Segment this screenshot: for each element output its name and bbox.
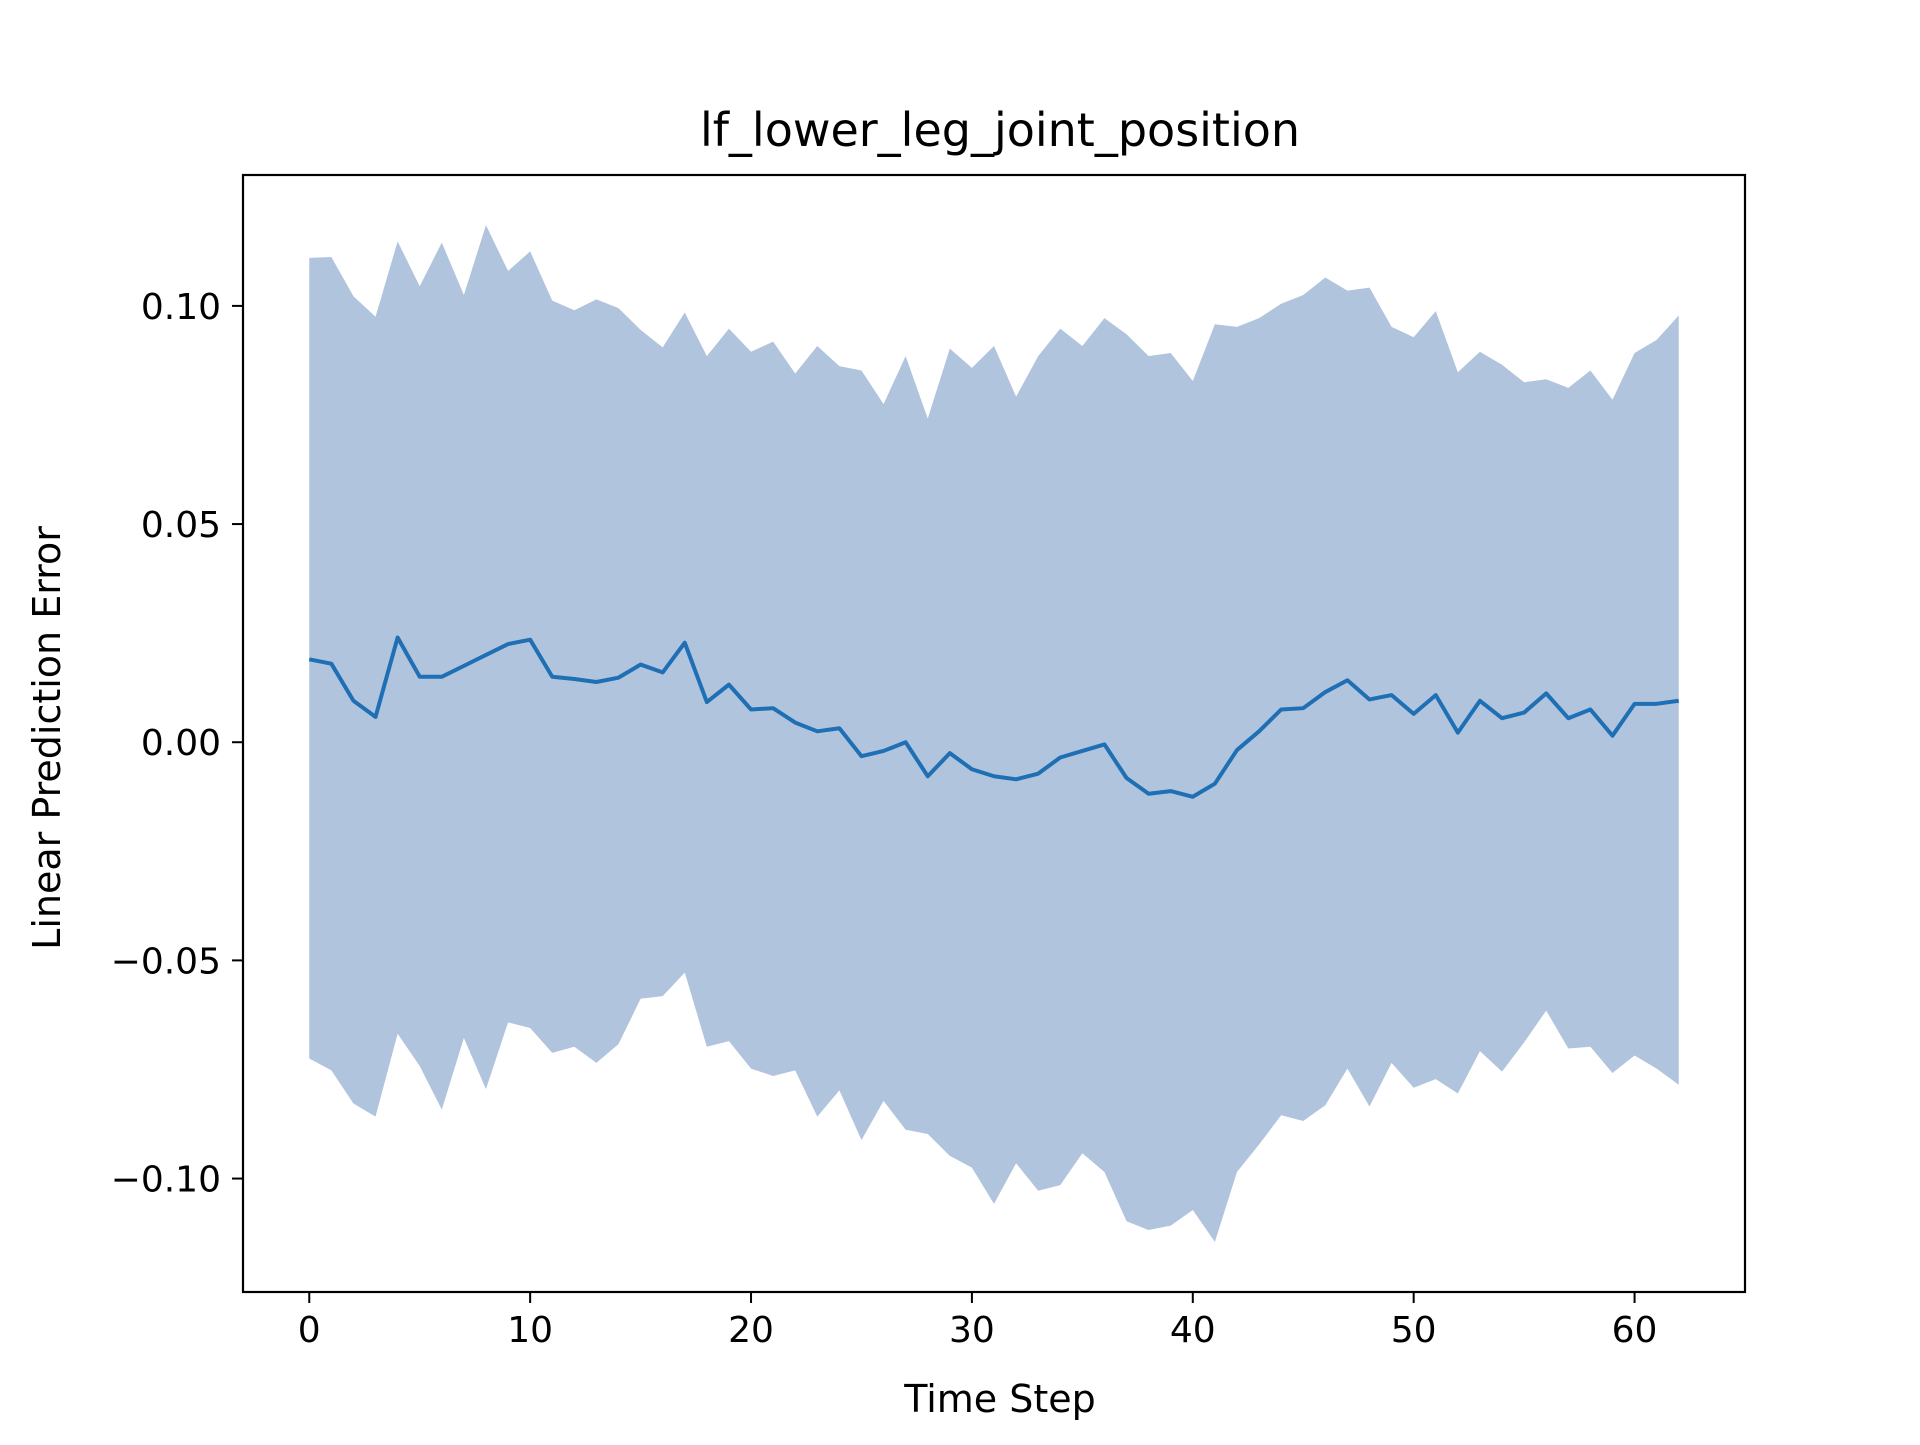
x-tick-label: 20 xyxy=(728,1310,774,1351)
x-tick-label: 50 xyxy=(1391,1310,1437,1351)
y-tick-label: 0.10 xyxy=(141,287,221,328)
y-tick-label: −0.05 xyxy=(111,941,221,982)
x-tick-label: 0 xyxy=(298,1310,321,1351)
y-tick-label: 0.05 xyxy=(141,505,221,546)
x-tick-label: 40 xyxy=(1170,1310,1216,1351)
plot-frame xyxy=(241,173,1747,1294)
x-tick-label: 60 xyxy=(1612,1310,1658,1351)
y-tick-label: 0.00 xyxy=(141,723,221,764)
x-axis-label: Time Step xyxy=(903,1377,1096,1421)
error-band xyxy=(309,225,1679,1242)
y-tick-label: −0.10 xyxy=(111,1160,221,1201)
error-band-layer xyxy=(309,225,1679,1242)
mean-line-layer xyxy=(308,635,1680,799)
y-axis-label: Linear Prediction Error xyxy=(25,526,69,950)
x-axis-ticks: 0 10 20 30 40 50 60 xyxy=(298,1292,1658,1351)
mean-error-line xyxy=(308,635,1680,799)
y-axis-ticks: 0.10 0.05 0.00 −0.05 −0.10 xyxy=(111,287,243,1201)
chart-title: lf_lower_leg_joint_position xyxy=(700,103,1300,157)
x-tick-label: 10 xyxy=(507,1310,553,1351)
x-tick-label: 30 xyxy=(949,1310,995,1351)
